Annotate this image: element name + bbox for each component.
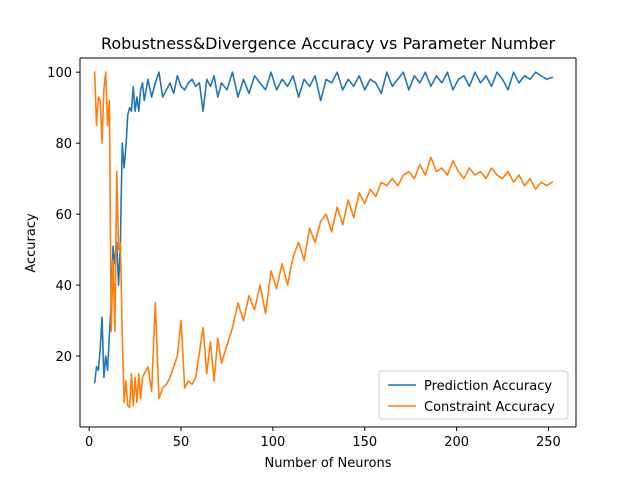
y-tick-label: 40 <box>55 279 72 294</box>
y-tick-label: 80 <box>55 137 72 152</box>
y-axis-label: Accuracy <box>24 213 39 273</box>
y-tick-label: 100 <box>47 66 72 81</box>
x-tick-label: 50 <box>173 435 190 450</box>
chart-title: Robustness&Divergence Accuracy vs Parame… <box>101 34 556 53</box>
series-line-prediction <box>93 71 554 384</box>
series-line-constraint <box>93 71 554 409</box>
x-tick-label: 100 <box>260 435 285 450</box>
x-tick-label: 150 <box>352 435 377 450</box>
x-tick-label: 250 <box>536 435 561 450</box>
plot-area: 0 50 100 150 200 250 20 40 60 80 100 <box>47 57 577 450</box>
legend-box <box>378 370 569 420</box>
legend-label-prediction: Prediction Accuracy <box>424 379 552 394</box>
legend-label-constraint: Constraint Accuracy <box>424 400 555 415</box>
legend: Prediction Accuracy Constraint Accuracy <box>378 370 569 420</box>
y-tick-label: 60 <box>55 208 72 223</box>
x-axis-label: Number of Neurons <box>264 456 391 471</box>
y-tick-label: 20 <box>55 350 72 365</box>
x-tick-label: 0 <box>85 435 93 450</box>
x-tick-label: 200 <box>444 435 469 450</box>
